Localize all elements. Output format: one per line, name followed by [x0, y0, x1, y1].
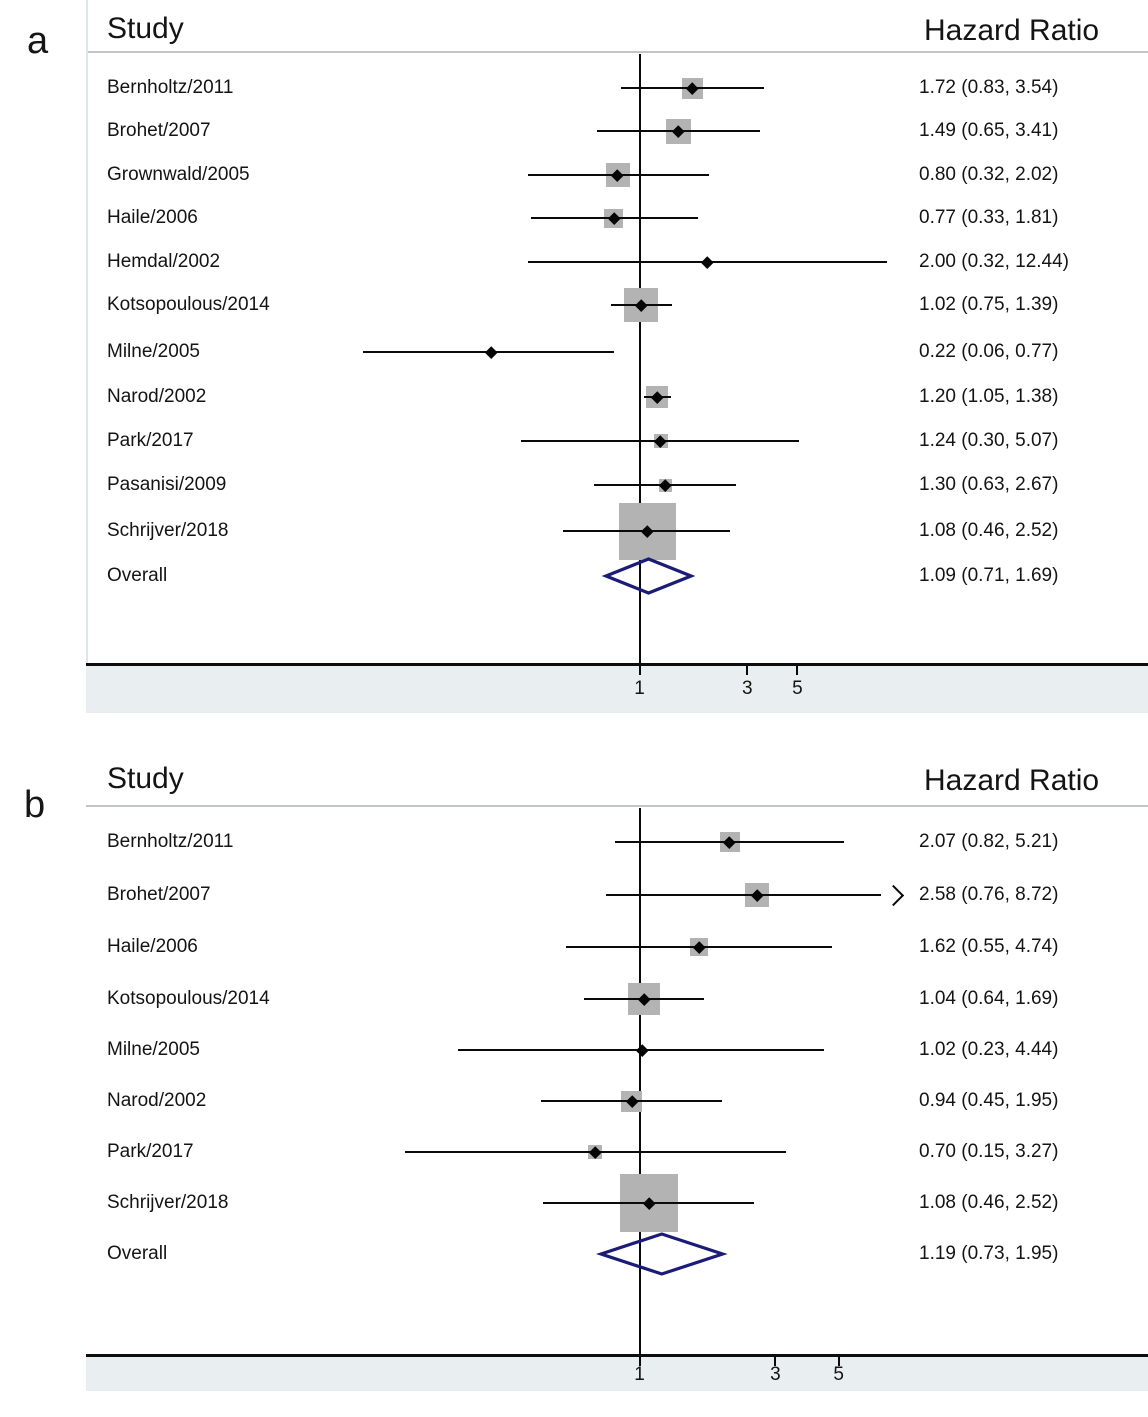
- x-tick: [746, 666, 749, 675]
- hr-value: 1.08 (0.46, 2.52): [919, 520, 1059, 541]
- x-tick-label: 5: [792, 678, 803, 699]
- overall-hr-value: 1.09 (0.71, 1.69): [919, 565, 1059, 586]
- hr-value: 2.58 (0.76, 8.72): [919, 884, 1059, 905]
- forest-panel-b: b Study Hazard Ratio 1 3 5 Bernholtz/2011 2.…: [0, 744, 1148, 1417]
- study-label: Pasanisi/2009: [107, 474, 227, 495]
- header-underline: [86, 51, 1148, 53]
- hr-value: 0.94 (0.45, 1.95): [919, 1090, 1059, 1111]
- study-label: Haile/2006: [107, 936, 198, 957]
- left-border: [86, 0, 88, 713]
- reference-line: [638, 808, 641, 1354]
- x-axis-line: [86, 663, 1148, 666]
- baseline-strip: [86, 666, 1148, 713]
- plot-area-a: 1 3 5 Bernholtz/2011 1.72 (0.83, 3.54) Brohet…: [86, 0, 1148, 713]
- x-tick: [774, 1357, 777, 1366]
- hazard-ratio-column-header: Hazard Ratio: [924, 764, 1100, 797]
- hr-value: 1.49 (0.65, 3.41): [919, 120, 1059, 141]
- overall-diamond: [601, 557, 696, 595]
- study-label: Park/2017: [107, 1141, 194, 1162]
- x-tick: [638, 1357, 641, 1366]
- header-underline: [86, 805, 1148, 807]
- x-tick-label: 1: [634, 1364, 645, 1385]
- forest-panel-a: a Study Hazard Ratio 1 3 5 Bernholtz/2011 1.…: [27, 0, 1148, 713]
- hr-value: 2.07 (0.82, 5.21): [919, 831, 1059, 852]
- reference-line: [638, 54, 641, 663]
- hr-value: 1.08 (0.46, 2.52): [919, 1192, 1059, 1213]
- hr-value: 0.70 (0.15, 3.27): [919, 1141, 1059, 1162]
- x-tick-label: 3: [742, 678, 753, 699]
- overall-diamond: [595, 1232, 728, 1276]
- study-label: Park/2017: [107, 430, 194, 451]
- study-label: Kotsopoulous/2014: [107, 988, 270, 1009]
- study-label: Milne/2005: [107, 1039, 200, 1060]
- x-tick: [796, 666, 799, 675]
- study-label: Hemdal/2002: [107, 251, 221, 272]
- hazard-ratio-column-header: Hazard Ratio: [924, 14, 1100, 47]
- study-label: Kotsopoulous/2014: [107, 294, 270, 315]
- overall-label: Overall: [107, 565, 168, 586]
- x-tick-label: 1: [634, 678, 645, 699]
- overall-hr-value: 1.19 (0.73, 1.95): [919, 1243, 1059, 1264]
- overall-label: Overall: [107, 1243, 168, 1264]
- panel-letter-a: a: [27, 20, 49, 62]
- hr-value: 1.62 (0.55, 4.74): [919, 936, 1059, 957]
- hr-value: 1.04 (0.64, 1.69): [919, 988, 1059, 1009]
- study-label: Brohet/2007: [107, 884, 211, 905]
- hr-value: 2.00 (0.32, 12.44): [919, 251, 1069, 272]
- point-marker: [701, 255, 714, 269]
- hr-value: 1.72 (0.83, 3.54): [919, 77, 1059, 98]
- point-marker: [484, 345, 497, 359]
- hr-value: 0.80 (0.32, 2.02): [919, 164, 1059, 185]
- study-label: Bernholtz/2011: [107, 77, 234, 98]
- study-label: Narod/2002: [107, 386, 207, 407]
- hr-value: 1.02 (0.75, 1.39): [919, 294, 1059, 315]
- study-label: Bernholtz/2011: [107, 831, 234, 852]
- study-label: Grownwald/2005: [107, 164, 250, 185]
- study-label: Haile/2006: [107, 207, 198, 228]
- hr-value: 0.77 (0.33, 1.81): [919, 207, 1059, 228]
- study-column-header: Study: [107, 12, 184, 45]
- x-tick-label: 3: [770, 1364, 781, 1385]
- panel-letter-b: b: [24, 784, 46, 826]
- ci-arrowhead: [882, 884, 905, 906]
- study-label: Schrijver/2018: [107, 520, 229, 541]
- hr-value: 1.24 (0.30, 5.07): [919, 430, 1059, 451]
- hr-value: 1.20 (1.05, 1.38): [919, 386, 1059, 407]
- plot-area-b: 1 3 5 Bernholtz/2011 2.07 (0.82, 5.21) Brohet…: [0, 744, 1148, 1417]
- study-label: Narod/2002: [107, 1090, 207, 1111]
- ci-line: [605, 893, 881, 897]
- study-column-header: Study: [107, 762, 184, 795]
- hr-value: 1.30 (0.63, 2.67): [919, 474, 1059, 495]
- study-label: Milne/2005: [107, 341, 200, 362]
- baseline-strip: [86, 1357, 1148, 1391]
- x-tick-label: 5: [833, 1364, 844, 1385]
- hr-value: 0.22 (0.06, 0.77): [919, 341, 1059, 362]
- study-label: Schrijver/2018: [107, 1192, 229, 1213]
- x-tick: [638, 666, 641, 675]
- x-tick: [837, 1357, 840, 1366]
- study-label: Brohet/2007: [107, 120, 211, 141]
- x-axis-line: [86, 1354, 1148, 1357]
- hr-value: 1.02 (0.23, 4.44): [919, 1039, 1059, 1060]
